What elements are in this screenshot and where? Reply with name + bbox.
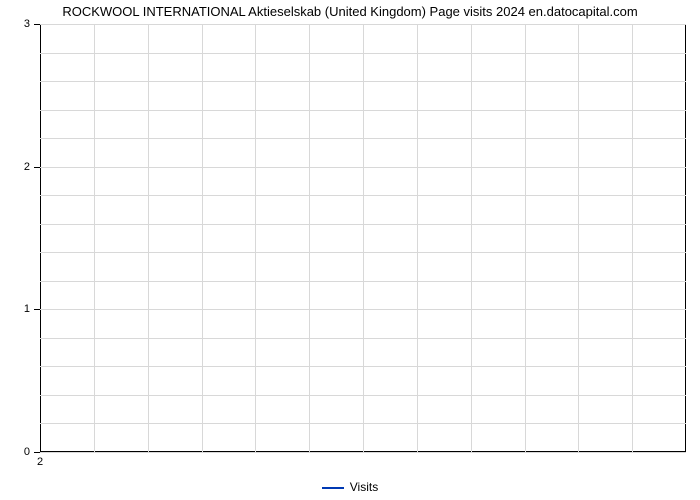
chart-container: ROCKWOOL INTERNATIONAL Aktieselskab (Uni… — [0, 0, 700, 500]
y-tick-label: 1 — [0, 303, 30, 315]
plot-area — [40, 24, 686, 452]
legend-label: Visits — [350, 480, 378, 494]
y-tick-label: 0 — [0, 446, 30, 458]
y-tick-label: 3 — [0, 18, 30, 30]
legend-line-icon — [322, 487, 344, 489]
x-tick-label: 2 — [37, 456, 43, 468]
legend: Visits — [0, 480, 700, 494]
chart-title: ROCKWOOL INTERNATIONAL Aktieselskab (Uni… — [0, 4, 700, 19]
y-tick-label: 2 — [0, 161, 30, 173]
